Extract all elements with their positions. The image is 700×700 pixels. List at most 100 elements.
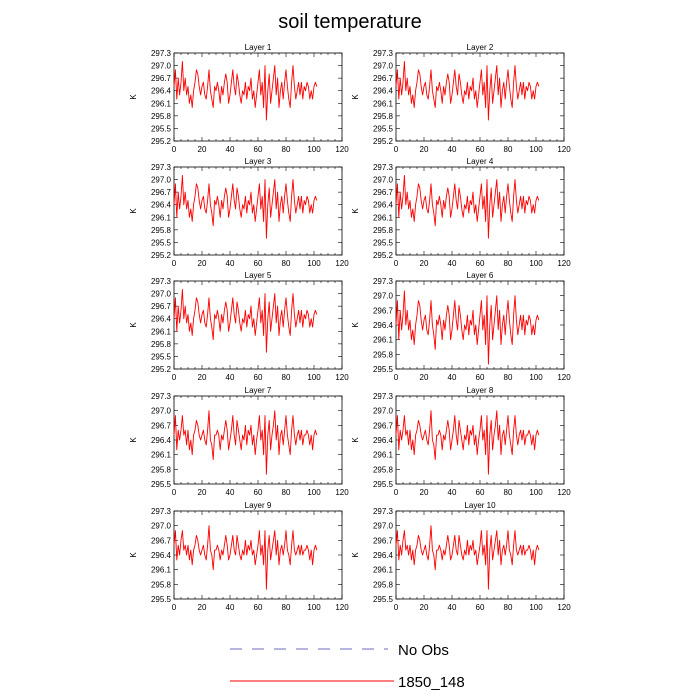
layer-8-y-tick-label: 297.3 bbox=[373, 392, 394, 401]
layer-5-x-tick-label: 80 bbox=[282, 373, 291, 382]
layer-5-y-axis-label: K bbox=[129, 322, 138, 328]
layer-3-y-tick-label: 297.0 bbox=[151, 176, 172, 185]
panel-grid: Layer 10 20 40 60 80 100 120295.2295.5295.8296… bbox=[129, 43, 571, 612]
layer-9-x-tick-label: 80 bbox=[282, 603, 291, 612]
layer-7-x-tick-label: 0 bbox=[172, 488, 177, 497]
layer-3-y-tick-label: 296.4 bbox=[151, 201, 172, 210]
layer-1-y-tick-label: 295.8 bbox=[151, 112, 172, 121]
layer-6-y-tick-label: 297.0 bbox=[373, 292, 394, 301]
layer-4-y-tick-label: 295.8 bbox=[373, 226, 394, 235]
layer-1-series-line bbox=[173, 60, 318, 121]
layer-6-x-tick-label: 60 bbox=[476, 373, 485, 382]
layer-3-x-tick-label: 40 bbox=[226, 259, 235, 268]
layer-4-y-tick-label: 296.1 bbox=[373, 213, 394, 222]
layer-8-y-axis-label: K bbox=[351, 437, 360, 443]
layer-8-y-tick-label: 295.8 bbox=[373, 465, 394, 474]
layer-2-y-tick-label: 297.3 bbox=[373, 49, 394, 58]
layer-5-series-line bbox=[173, 288, 318, 353]
layer-1-frame bbox=[173, 52, 343, 142]
layer-4-y-axis-label: K bbox=[351, 208, 360, 214]
panel-layer-2: Layer 2 0 20 40 60 80 100 120 295.2 295.5 295.8 296… bbox=[351, 43, 571, 154]
panel-layer-5: Layer 5 0 20 40 60 80 100 120 295.2 295.5 295.8 296… bbox=[129, 271, 349, 382]
layer-6-y-axis-label: K bbox=[351, 322, 360, 328]
layer-8-x-tick-label: 20 bbox=[420, 488, 429, 497]
layer-4-y-tick-label: 295.2 bbox=[373, 251, 394, 260]
layer-7-frame bbox=[173, 395, 343, 485]
layer-5-x-tick-label: 20 bbox=[198, 373, 207, 382]
layer-3-x-tick-label: 100 bbox=[307, 259, 321, 268]
panel-layer-7: Layer 7 0 20 40 60 80 100 120 295.5 295.8 296.1 296… bbox=[129, 386, 349, 497]
layer-6-x-tick-label: 120 bbox=[557, 373, 571, 382]
layer-6-x-tick-label: 100 bbox=[529, 373, 543, 382]
layer-5-title: Layer 5 bbox=[245, 271, 272, 280]
layer-4-x-tick-label: 20 bbox=[420, 259, 429, 268]
layer-9-x-tick-label: 120 bbox=[335, 603, 349, 612]
layer-4-x-tick-label: 100 bbox=[529, 259, 543, 268]
layer-10-x-tick-label: 100 bbox=[529, 603, 543, 612]
layer-5-y-tick-label: 296.1 bbox=[151, 327, 172, 336]
layer-1-y-axis-label: K bbox=[129, 94, 138, 100]
layer-4-y-tick-label: 296.4 bbox=[373, 201, 394, 210]
layer-4-x-tick-label: 40 bbox=[448, 259, 457, 268]
layer-3-y-tick-label: 296.1 bbox=[151, 213, 172, 222]
layer-5-y-tick-label: 297.0 bbox=[151, 290, 172, 299]
layer-3-x-tick-label: 60 bbox=[254, 259, 263, 268]
layer-2-y-tick-label: 296.4 bbox=[373, 87, 394, 96]
layer-1-x-tick-label: 100 bbox=[307, 145, 321, 154]
panel-layer-3: Layer 3 0 20 40 60 80 100 120 295.2 295.5 295.8 296… bbox=[129, 157, 349, 268]
layer-2-y-tick-label: 295.5 bbox=[373, 124, 394, 133]
layer-5-y-tick-label: 295.5 bbox=[151, 352, 172, 361]
layer-1-y-tick-label: 296.1 bbox=[151, 99, 172, 108]
layer-8-frame bbox=[395, 395, 565, 485]
layer-3-x-tick-label: 80 bbox=[282, 259, 291, 268]
legend-label-1850-148: 1850_148 bbox=[398, 674, 465, 691]
layer-8-series-line bbox=[395, 410, 540, 475]
figure-title: soil temperature bbox=[278, 11, 421, 33]
layer-3-y-tick-label: 295.8 bbox=[151, 226, 172, 235]
layer-8-y-tick-label: 297.0 bbox=[373, 407, 394, 416]
layer-3-y-axis-label: K bbox=[129, 208, 138, 214]
layer-2-y-tick-label: 297.0 bbox=[373, 62, 394, 71]
layer-1-x-tick-label: 0 bbox=[172, 145, 177, 154]
layer-5-x-tick-label: 60 bbox=[254, 373, 263, 382]
layer-10-x-tick-label: 120 bbox=[557, 603, 571, 612]
layer-9-series-line bbox=[173, 525, 318, 590]
layer-9-y-axis-label: K bbox=[129, 552, 138, 558]
layer-9-y-tick-label: 295.5 bbox=[151, 595, 172, 604]
layer-5-y-tick-label: 297.3 bbox=[151, 277, 172, 286]
layer-5-x-tick-label: 120 bbox=[335, 373, 349, 382]
layer-8-y-tick-label: 296.1 bbox=[373, 451, 394, 460]
layer-8-y-tick-label: 296.4 bbox=[373, 436, 394, 445]
layer-7-y-tick-label: 297.0 bbox=[151, 407, 172, 416]
layer-2-x-tick-label: 120 bbox=[557, 145, 571, 154]
layer-4-y-tick-label: 297.0 bbox=[373, 176, 394, 185]
layer-7-x-tick-label: 20 bbox=[198, 488, 207, 497]
layer-7-x-tick-label: 100 bbox=[307, 488, 321, 497]
layer-6-y-tick-label: 297.3 bbox=[373, 277, 394, 286]
layer-5-y-tick-label: 296.4 bbox=[151, 315, 172, 324]
layer-1-y-tick-label: 297.3 bbox=[151, 49, 172, 58]
layer-8-title: Layer 8 bbox=[467, 386, 494, 395]
layer-3-title: Layer 3 bbox=[245, 157, 272, 166]
layer-1-x-tick-label: 80 bbox=[282, 145, 291, 154]
layer-7-y-tick-label: 297.3 bbox=[151, 392, 172, 401]
layer-9-frame bbox=[173, 510, 343, 600]
layer-10-y-tick-label: 297.0 bbox=[373, 522, 394, 531]
layer-9-y-tick-label: 296.1 bbox=[151, 566, 172, 575]
layer-3-y-tick-label: 295.2 bbox=[151, 251, 172, 260]
layer-6-x-tick-label: 40 bbox=[448, 373, 457, 382]
layer-8-x-tick-label: 100 bbox=[529, 488, 543, 497]
layer-2-x-tick-label: 60 bbox=[476, 145, 485, 154]
layer-4-y-tick-label: 296.7 bbox=[373, 188, 394, 197]
layer-2-series-line bbox=[395, 60, 540, 121]
layer-8-x-tick-label: 60 bbox=[476, 488, 485, 497]
layer-8-x-tick-label: 40 bbox=[448, 488, 457, 497]
layer-9-y-tick-label: 297.0 bbox=[151, 522, 172, 531]
layer-7-x-tick-label: 80 bbox=[282, 488, 291, 497]
layer-6-x-tick-label: 20 bbox=[420, 373, 429, 382]
layer-5-frame bbox=[173, 280, 343, 370]
legend: No Obs 1850_148 bbox=[230, 642, 465, 691]
layer-1-y-tick-label: 296.7 bbox=[151, 74, 172, 83]
layer-9-y-tick-label: 297.3 bbox=[151, 507, 172, 516]
layer-6-title: Layer 6 bbox=[467, 271, 494, 280]
